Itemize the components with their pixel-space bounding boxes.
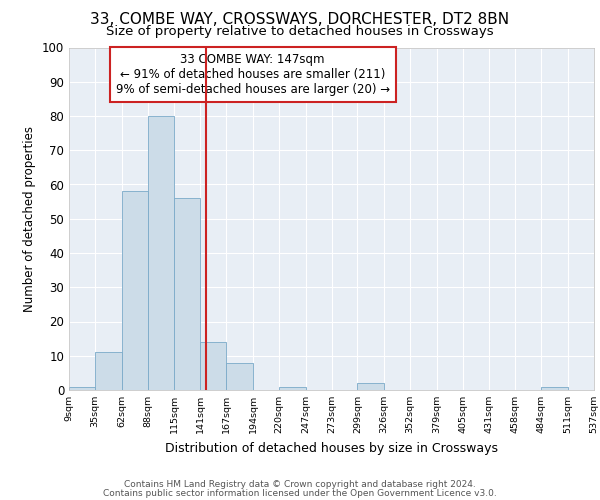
Bar (148, 116, 175, 390)
Bar (122, 192, 148, 390)
Text: 33, COMBE WAY, CROSSWAYS, DORCHESTER, DT2 8BN: 33, COMBE WAY, CROSSWAYS, DORCHESTER, DT… (91, 12, 509, 28)
Text: 33 COMBE WAY: 147sqm
← 91% of detached houses are smaller (211)
9% of semi-detac: 33 COMBE WAY: 147sqm ← 91% of detached h… (116, 52, 390, 96)
Bar (69, 386, 95, 390)
Bar (200, 342, 226, 390)
Bar (226, 362, 253, 390)
Text: Contains HM Land Registry data © Crown copyright and database right 2024.: Contains HM Land Registry data © Crown c… (124, 480, 476, 489)
X-axis label: Distribution of detached houses by size in Crossways: Distribution of detached houses by size … (165, 442, 498, 454)
Text: Size of property relative to detached houses in Crossways: Size of property relative to detached ho… (106, 25, 494, 38)
Bar (541, 386, 568, 390)
Bar (279, 386, 305, 390)
Bar (358, 383, 384, 390)
Text: Contains public sector information licensed under the Open Government Licence v3: Contains public sector information licen… (103, 488, 497, 498)
Y-axis label: Number of detached properties: Number of detached properties (23, 126, 37, 312)
Bar (95, 352, 122, 390)
Bar (175, 198, 200, 390)
